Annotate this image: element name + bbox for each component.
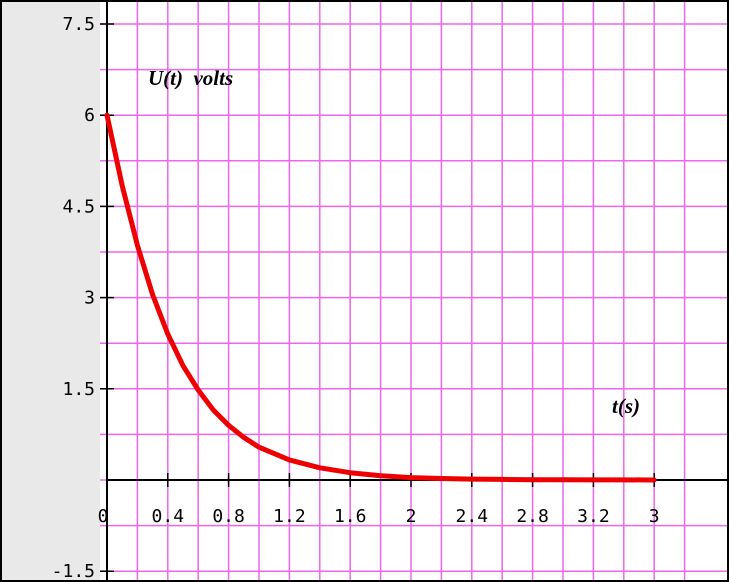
x-tick-label: 2.4 — [456, 506, 489, 527]
tick-marks — [100, 23, 655, 572]
y-tick-label: 7.5 — [62, 14, 95, 35]
x-tick-label: 0 — [98, 506, 109, 527]
y-tick-label: -1.5 — [52, 561, 95, 582]
x-tick-label: 3 — [649, 506, 660, 527]
x-axis-title: t(s) — [612, 394, 640, 418]
y-tick-labels: 7.5 6 4.5 3 1.5 -1.5 — [52, 14, 95, 582]
x-tick-label: 0.8 — [212, 506, 245, 527]
y-tick-label: 3 — [84, 288, 95, 309]
x-tick-labels: 0 0.4 0.8 1.2 1.6 2 2.4 2.8 3.2 3 — [98, 506, 660, 527]
x-tick-label: 1.6 — [334, 506, 367, 527]
left-panel — [0, 0, 100, 582]
x-tick-label: 2.8 — [516, 506, 549, 527]
x-tick-label: 2 — [406, 506, 417, 527]
x-tick-label: 1.2 — [273, 506, 306, 527]
y-tick-label: 6 — [84, 105, 95, 126]
series-line-u — [104, 112, 657, 483]
x-tick-label: 0.4 — [152, 506, 185, 527]
y-axis-title: U(t) volts — [148, 66, 233, 90]
x-tick-label: 3.2 — [577, 506, 610, 527]
y-tick-label: 1.5 — [62, 379, 95, 400]
y-tick-label: 4.5 — [62, 196, 95, 217]
